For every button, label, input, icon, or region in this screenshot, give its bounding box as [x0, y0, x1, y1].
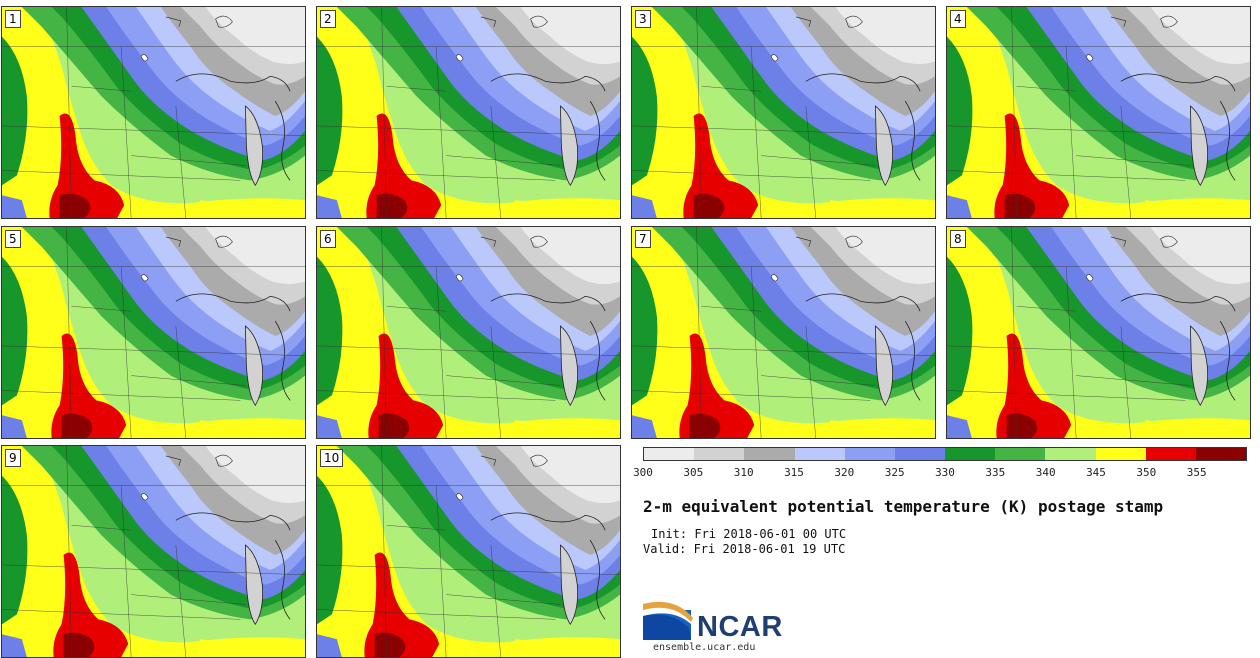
member-number-label: 5 [5, 230, 21, 248]
figure-title: 2-m equivalent potential temperature (K)… [643, 497, 1164, 516]
ensemble-member-map: 3 [631, 6, 936, 219]
ensemble-member-map: 1 [1, 6, 306, 219]
colorbar-tick-label: 305 [683, 466, 704, 479]
ncar-logo-icon [643, 601, 693, 640]
ensemble-member-map: 8 [946, 226, 1251, 439]
valid-time: Valid: Fri 2018-06-01 19 UTC [643, 542, 846, 556]
website-url: ensemble.ucar.edu [653, 642, 756, 653]
colorbar-tick-label: 335 [985, 466, 1006, 479]
colorbar-tick-label: 340 [1035, 466, 1056, 479]
member-number-label: 7 [635, 230, 651, 248]
ensemble-member-map: 7 [631, 226, 936, 439]
member-number-label: 9 [5, 449, 21, 467]
member-number-label: 3 [635, 10, 651, 28]
colorbar-swatch [1045, 448, 1096, 460]
colorbar-swatch [995, 448, 1046, 460]
colorbar-swatch [744, 448, 795, 460]
colorbar-tick-label: 315 [784, 466, 804, 479]
ensemble-member-map: 6 [316, 226, 621, 439]
colorbar-swatch [694, 448, 745, 460]
colorbar-swatch [1145, 448, 1196, 460]
colorbar-tick-label: 300 [633, 466, 653, 479]
colorbar-swatch [945, 448, 996, 460]
colorbar-swatch [1195, 448, 1247, 460]
member-number-label: 8 [950, 230, 966, 248]
colorbar-swatch [644, 448, 695, 460]
init-time: Init: Fri 2018-06-01 00 UTC [651, 527, 847, 541]
colorbar-tick-label: 330 [935, 466, 955, 479]
colorbar-swatch [894, 448, 946, 460]
ensemble-member-map: 9 [1, 445, 306, 658]
ensemble-member-map: 2 [316, 6, 621, 219]
colorbar-tick-label: 350 [1136, 466, 1157, 479]
member-number-label: 6 [320, 230, 336, 248]
colorbar-tick-label: 345 [1086, 466, 1106, 479]
ensemble-member-map: 4 [946, 6, 1251, 219]
colorbar-swatch [1095, 448, 1146, 460]
ensemble-member-map: 5 [1, 226, 306, 439]
colorbar-tick-label: 355 [1186, 466, 1207, 479]
ensemble-member-map: 10 [316, 445, 621, 658]
member-number-label: 2 [320, 10, 336, 28]
member-number-label: 4 [950, 10, 966, 28]
colorbar-ticks: 300 305 310 315 320 325 330 335 340 345 350 355 [633, 466, 1247, 482]
colorbar-tick-label: 310 [733, 466, 754, 479]
colorbar-tick-label: 320 [834, 466, 855, 479]
colorbar-swatch [794, 448, 845, 460]
colorbar [643, 447, 1247, 461]
ncar-logo-text: NCAR [697, 611, 783, 643]
member-number-label: 10 [320, 449, 344, 467]
colorbar-tick-label: 325 [884, 466, 905, 479]
colorbar-swatch [844, 448, 895, 460]
member-number-label: 1 [5, 10, 21, 28]
